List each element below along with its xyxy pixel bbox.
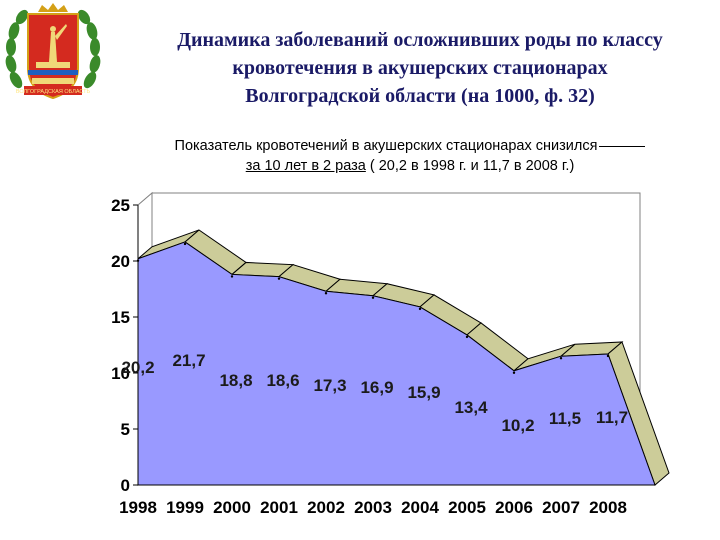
title-line-3: Волгоградской области (на 1000, ф. 32) bbox=[245, 85, 595, 107]
y-tick-label: 25 bbox=[111, 196, 130, 215]
y-tick-label: 15 bbox=[111, 308, 130, 327]
emblem-ribbon-text: ВОЛГОГРАДСКАЯ ОБЛАСТЬ bbox=[16, 89, 91, 95]
page-title: Динамика заболеваний осложнивших роды по… bbox=[120, 26, 720, 110]
subtitle-underlined: за 10 лет в 2 раза bbox=[245, 158, 366, 174]
data-point-2002 bbox=[324, 292, 328, 295]
data-point-2007 bbox=[559, 357, 563, 360]
data-label-2000: 18,8 bbox=[219, 371, 252, 390]
x-tick-label: 2006 bbox=[495, 498, 533, 517]
x-tick-label: 2003 bbox=[354, 498, 392, 517]
subtitle-line-1: Показатель кровотечений в акушерских ста… bbox=[174, 138, 598, 154]
area-front bbox=[136, 241, 656, 486]
data-point-2004 bbox=[418, 307, 422, 311]
data-label-2005: 13,4 bbox=[454, 398, 488, 417]
x-tick-label: 2004 bbox=[401, 498, 439, 517]
subtitle-rule bbox=[599, 146, 646, 147]
data-labels: 20,2 21,7 18,8 18,6 17,3 16,9 15,9 13,4 10,2 11,5… bbox=[121, 351, 628, 435]
x-tick-label: 2007 bbox=[542, 498, 580, 517]
x-tick-label: 2005 bbox=[448, 498, 486, 517]
x-tick-label: 2002 bbox=[307, 498, 345, 517]
data-label-2006: 10,2 bbox=[501, 416, 534, 435]
chart-axes bbox=[137, 205, 655, 486]
data-point-1999 bbox=[183, 242, 187, 246]
data-point-2000 bbox=[230, 275, 234, 278]
area-chart: 0 5 10 15 20 25 1998 1999 2000 2001 2002 2003 2004 2… bbox=[111, 191, 670, 517]
subtitle-line-2: ( 20,2 в 1998 г. и 11,7 в 2008 г.) bbox=[365, 158, 575, 174]
title-line-1: Динамика заболеваний осложнивших роды по… bbox=[177, 29, 663, 51]
data-label-2001: 18,6 bbox=[266, 371, 299, 390]
data-label-2004: 15,9 bbox=[407, 383, 440, 402]
data-point-2008 bbox=[606, 354, 610, 358]
data-point-2005 bbox=[465, 335, 469, 339]
x-axis-ticks: 1998 1999 2000 2001 2002 2003 2004 2005 2006 2007… bbox=[119, 498, 627, 517]
volgograd-coat-of-arms-icon: ВОЛГОГРАДСКАЯ ОБЛАСТЬ bbox=[2, 2, 104, 106]
chart-subtitle: Показатель кровотечений в акушерских ста… bbox=[100, 136, 720, 176]
x-tick-label: 1998 bbox=[119, 498, 157, 517]
title-line-2: кровотечения в акушерских стационарах bbox=[232, 57, 608, 79]
data-point-2001 bbox=[277, 277, 281, 280]
x-tick-label: 2008 bbox=[589, 498, 627, 517]
x-tick-label: 2000 bbox=[213, 498, 251, 517]
area-top-band bbox=[137, 229, 670, 486]
data-label-1998: 20,2 bbox=[121, 358, 154, 377]
y-tick-label: 20 bbox=[111, 252, 130, 271]
data-point-2003 bbox=[371, 296, 375, 299]
y-tick-label: 10 bbox=[111, 364, 130, 383]
y-tick-label: 0 bbox=[121, 476, 130, 495]
x-tick-label: 1999 bbox=[166, 498, 204, 517]
data-label-2003: 16,9 bbox=[360, 378, 393, 397]
y-axis-ticks: 0 5 10 15 20 25 bbox=[111, 196, 138, 495]
area-series bbox=[137, 241, 656, 486]
x-tick-label: 2001 bbox=[260, 498, 298, 517]
data-label-1999: 21,7 bbox=[172, 351, 205, 370]
data-point-2006 bbox=[512, 371, 516, 374]
data-label-2007: 11,5 bbox=[549, 409, 581, 428]
data-label-2008: 11,7 bbox=[596, 408, 628, 427]
data-label-2002: 17,3 bbox=[313, 376, 346, 395]
y-tick-label: 5 bbox=[121, 420, 130, 439]
